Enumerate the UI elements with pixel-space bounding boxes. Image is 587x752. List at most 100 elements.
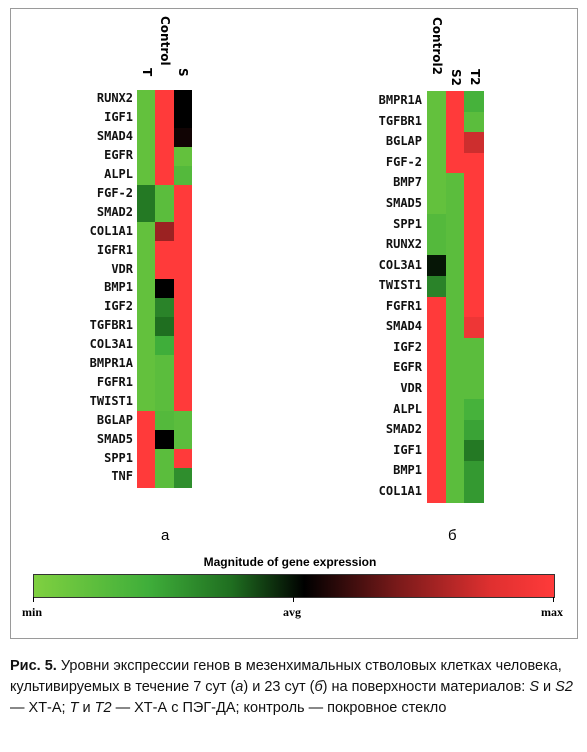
heatmap-cell — [445, 337, 465, 359]
heatmap-cell — [464, 296, 484, 318]
heatmap-cell — [427, 91, 447, 113]
heatmap-cell — [155, 146, 175, 167]
heatmap-cell — [155, 165, 175, 186]
heatmap-cell — [137, 184, 156, 204]
column-header-control: Control — [158, 16, 172, 66]
heatmap-cell — [155, 449, 175, 469]
legend-avg-label: avg — [283, 605, 301, 619]
heatmap-cell — [155, 222, 175, 242]
heatmap-cell — [464, 111, 484, 133]
gene-label-egfr: EGFR — [393, 360, 422, 375]
heatmap-cell — [155, 297, 175, 318]
heatmap-cell — [445, 481, 465, 503]
heatmap-cell — [155, 316, 175, 337]
heatmap-cell — [137, 146, 156, 167]
heatmap-cell — [137, 411, 156, 431]
panel-label: а — [161, 527, 170, 544]
caption-text: Уровни экспрессии генов в мезенхимальных… — [10, 658, 562, 695]
heatmap-cell — [445, 193, 465, 215]
heatmap-cell — [445, 419, 465, 441]
heatmap-cell — [137, 316, 156, 337]
heatmap-cell — [173, 108, 193, 129]
heatmap-cell — [173, 222, 193, 242]
gene-label-bmpr1a: BMPR1A — [378, 93, 422, 108]
heatmap-cell — [173, 411, 193, 431]
heatmap-cell — [445, 152, 465, 174]
column-header-t: T — [140, 68, 154, 77]
heatmap-cell — [155, 260, 175, 280]
heatmap-cell — [464, 132, 484, 154]
legend-title: Magnitude of gene expression — [203, 555, 377, 569]
heatmap-cell — [427, 358, 447, 380]
heatmap-cell — [155, 354, 175, 375]
heatmap-cell — [445, 460, 465, 483]
heatmap-cell — [173, 392, 193, 412]
heatmap-cell — [427, 317, 447, 339]
heatmap-cell — [445, 234, 465, 256]
heatmap-cell — [464, 440, 484, 462]
heatmap-cell — [464, 337, 484, 359]
gene-label-bmpr1a: BMPR1A — [89, 356, 133, 371]
gene-label-tgfbr1: TGFBR1 — [89, 318, 133, 333]
caption-text-3: ) на поверхности материалов: — [322, 679, 530, 695]
heatmap-cell — [427, 111, 447, 133]
heatmap-cell — [464, 152, 484, 174]
heatmap-cell — [464, 91, 484, 113]
heatmap-cell — [464, 255, 484, 277]
gene-label-vdr: VDR — [400, 380, 422, 395]
gene-label-bglap: BGLAP — [385, 134, 422, 149]
gene-label-col3a1: COL3A1 — [378, 257, 422, 272]
caption-fig-label: Рис. 5. — [10, 658, 57, 674]
heatmap-cell — [155, 411, 175, 431]
gene-label-bglap: BGLAP — [96, 412, 133, 427]
heatmap-cell — [137, 127, 156, 148]
caption-t: T — [69, 700, 79, 716]
heatmap-cell — [155, 468, 175, 488]
heatmap-cell — [427, 173, 447, 195]
heatmap-cell — [137, 279, 156, 299]
gene-label-fgfr1: FGFR1 — [385, 298, 422, 313]
heatmap-cell — [137, 241, 156, 261]
heatmap-cell — [445, 91, 465, 113]
gene-label-bmp1: BMP1 — [104, 280, 133, 295]
gene-label-igf2: IGF2 — [104, 299, 133, 314]
heatmap-cell — [155, 203, 175, 223]
heatmap-cell — [427, 193, 447, 215]
heatmap-cell — [137, 392, 156, 412]
heatmap-cell — [445, 358, 465, 380]
heatmap-cell — [173, 316, 193, 337]
heatmap-cell — [464, 193, 484, 215]
column-header-t2: T2 — [468, 69, 482, 86]
caption-text-7: — ХТ-А с ПЭГ-ДА; контроль — покровное ст… — [111, 700, 447, 716]
column-header-s: S — [176, 68, 190, 77]
heatmap-cell — [137, 108, 156, 129]
gene-label-spp1: SPP1 — [104, 450, 133, 465]
heatmap-cell — [173, 354, 193, 375]
caption-text-4: и — [539, 679, 556, 695]
heatmap-cell — [427, 132, 447, 154]
heatmap-cell — [427, 255, 447, 277]
heatmap-cell — [445, 111, 465, 133]
heatmap-cell — [464, 214, 484, 236]
heatmap-cell — [464, 460, 484, 483]
caption-part-b: б — [314, 679, 323, 695]
caption-part-a: а — [235, 679, 244, 695]
heatmap-cell — [173, 146, 193, 167]
caption-t2: T2 — [94, 700, 112, 716]
heatmap-cell — [155, 90, 175, 110]
legend-max-label: max — [541, 605, 563, 619]
heatmap-cell — [445, 378, 465, 400]
gene-label-runx2: RUNX2 — [385, 237, 422, 252]
heatmap-cell — [464, 275, 484, 298]
heatmap-cell — [173, 260, 193, 280]
gene-label-smad4: SMAD4 — [385, 319, 422, 334]
heatmap-cell — [464, 419, 484, 441]
heatmap-cell — [464, 481, 484, 503]
legend-tick-max — [553, 597, 554, 602]
gene-label-col3a1: COL3A1 — [89, 337, 133, 352]
gene-label-fgfr1: FGFR1 — [96, 374, 133, 389]
gene-label-smad5: SMAD5 — [96, 431, 133, 446]
heatmap-cell — [464, 399, 484, 421]
heatmap-cell — [173, 373, 193, 393]
heatmap-cell — [445, 173, 465, 195]
